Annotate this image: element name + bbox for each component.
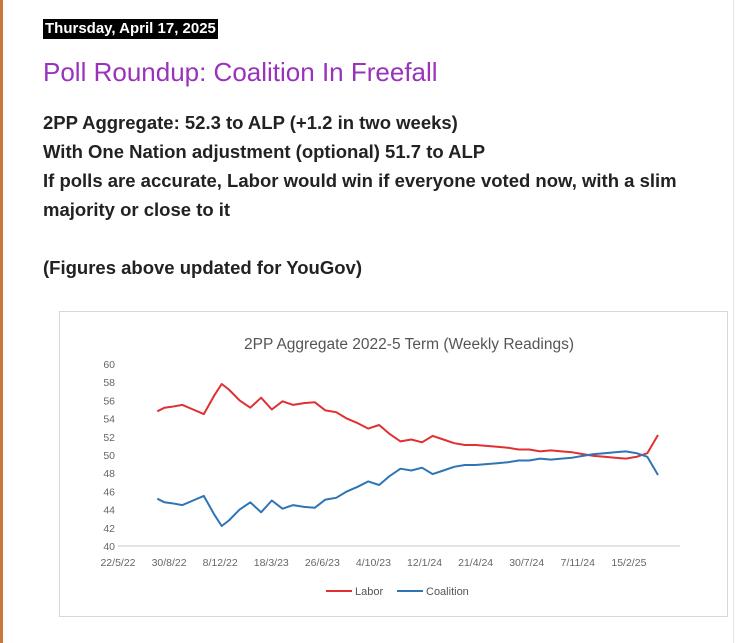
y-tick-label: 52	[103, 432, 115, 444]
legend: Labor Coalition	[326, 586, 469, 598]
x-tick-label: 21/4/24	[458, 557, 493, 569]
2pp-chart: 2PP Aggregate 2022-5 Term (Weekly Readin…	[100, 336, 680, 598]
y-tick-label: 58	[103, 377, 115, 389]
x-tick-label: 30/7/24	[509, 557, 544, 569]
x-tick-label: 15/2/25	[611, 557, 646, 569]
x-tick-label: 22/5/22	[100, 557, 135, 569]
post-title[interactable]: Poll Roundup: Coalition In Freefall	[43, 57, 438, 87]
x-tick-label: 7/11/24	[561, 557, 595, 569]
chart-frame: 2PP Aggregate 2022-5 Term (Weekly Readin…	[59, 311, 728, 617]
y-tick-label: 40	[103, 541, 115, 553]
y-tick-label: 46	[103, 486, 115, 498]
post-summary: 2PP Aggregate: 52.3 to ALP (+1.2 in two …	[43, 108, 693, 282]
x-tick-label: 26/6/23	[305, 557, 340, 569]
x-tick-label: 4/10/23	[356, 557, 391, 569]
x-tick-label: 12/1/24	[407, 557, 442, 569]
y-tick-label: 42	[103, 523, 115, 535]
right-border-line	[733, 0, 734, 643]
x-tick-label: 30/8/22	[152, 557, 187, 569]
y-tick-label: 50	[103, 450, 115, 462]
summary-line-outlook: If polls are accurate, Labor would win i…	[43, 170, 677, 220]
post-date: Thursday, April 17, 2025	[43, 19, 218, 39]
series-line-labor	[156, 383, 659, 460]
x-tick-label: 8/12/22	[203, 557, 238, 569]
summary-line-update-note: (Figures above updated for YouGov)	[43, 257, 362, 278]
x-axis: 22/5/22 30/8/22 8/12/22 18/3/23 26/6/23 4/10/…	[100, 545, 680, 569]
summary-line-one-nation: With One Nation adjustment (optional) 51…	[43, 141, 486, 162]
legend-label-labor: Labor	[355, 586, 383, 598]
series-line-coalition	[156, 450, 659, 527]
legend-label-coalition: Coalition	[426, 586, 469, 598]
left-border-accent	[0, 0, 3, 643]
y-tick-label: 48	[103, 468, 115, 480]
y-tick-label: 60	[103, 359, 115, 371]
y-tick-label: 56	[103, 395, 115, 407]
x-tick-label: 18/3/23	[254, 557, 289, 569]
summary-line-aggregate: 2PP Aggregate: 52.3 to ALP (+1.2 in two …	[43, 112, 458, 133]
y-tick-label: 54	[103, 414, 115, 426]
chart-title: 2PP Aggregate 2022-5 Term (Weekly Readin…	[244, 336, 574, 353]
y-axis: 60 58 56 54 52 50 48 46 44 42 40	[103, 359, 115, 553]
y-tick-label: 44	[103, 505, 115, 517]
series-lines	[156, 383, 659, 527]
